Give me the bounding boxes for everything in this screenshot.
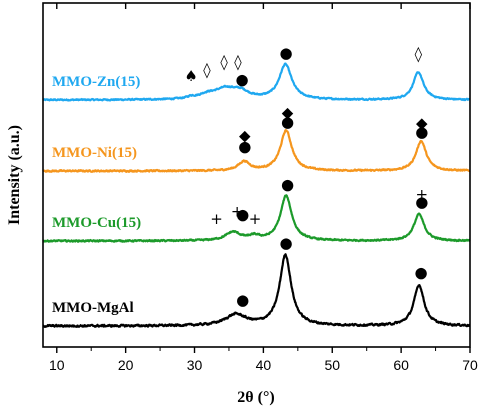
peak-marker: ● bbox=[235, 70, 248, 88]
peak-marker: ◆ bbox=[239, 126, 251, 144]
peak-marker: ● bbox=[238, 138, 251, 156]
series-label-4: MMO-MgAl bbox=[52, 300, 134, 316]
x-tick-label: 70 bbox=[462, 357, 478, 373]
peak-marker: ● bbox=[281, 113, 294, 131]
series-line-2 bbox=[42, 129, 471, 173]
peak-marker: ● bbox=[236, 206, 249, 224]
series-line-3 bbox=[42, 194, 471, 243]
peak-marker: ◊ bbox=[234, 53, 242, 71]
peak-marker: + bbox=[231, 202, 244, 220]
peak-marker: ◊ bbox=[220, 53, 228, 71]
peak-marker: ● bbox=[415, 264, 428, 282]
series-line-4 bbox=[42, 253, 471, 328]
x-tick-label: 40 bbox=[256, 357, 272, 373]
plot-frame bbox=[42, 2, 471, 348]
series-label-2: MMO-Ni(15) bbox=[52, 145, 137, 161]
x-tick-label: 10 bbox=[49, 357, 65, 373]
x-tick-label: 20 bbox=[118, 357, 134, 373]
y-axis-title: Intensity (a.u.) bbox=[6, 125, 23, 225]
peak-marker: ◆ bbox=[416, 114, 428, 132]
peak-marker: ● bbox=[236, 291, 249, 309]
peak-marker: ● bbox=[280, 44, 293, 62]
x-tick-label: 30 bbox=[187, 357, 203, 373]
peak-marker: ● bbox=[281, 176, 294, 194]
marker-layer: ♠ ◊ ◊ ◊●● ◊◆●◆● ◆●+ + +●●+●●●● bbox=[184, 44, 428, 309]
peak-marker: ● bbox=[280, 234, 293, 252]
x-axis: 10 20 30 40 50 60 70 bbox=[49, 3, 478, 373]
peak-marker: ◆ bbox=[282, 104, 294, 122]
peak-marker: + bbox=[416, 185, 429, 203]
peak-marker: ◊ bbox=[415, 45, 423, 63]
label-layer: MMO-Zn(15) MMO-Ni(15) MMO-Cu(15) MMO-MgAl bbox=[52, 74, 141, 316]
series-layer bbox=[42, 62, 471, 328]
peak-marker: ◊ bbox=[203, 61, 211, 79]
peak-marker: + bbox=[249, 210, 262, 228]
series-label-1: MMO-Zn(15) bbox=[52, 74, 140, 90]
peak-marker: ● bbox=[415, 193, 428, 211]
peak-marker: ♠ bbox=[184, 67, 197, 85]
peak-marker: ● bbox=[415, 123, 428, 141]
x-tick-label: 50 bbox=[324, 357, 340, 373]
series-label-3: MMO-Cu(15) bbox=[52, 215, 141, 231]
x-axis-title: 2θ (°) bbox=[237, 389, 274, 406]
series-line-1 bbox=[42, 62, 471, 102]
peak-marker: + bbox=[210, 210, 223, 228]
x-tick-label: 60 bbox=[393, 357, 409, 373]
